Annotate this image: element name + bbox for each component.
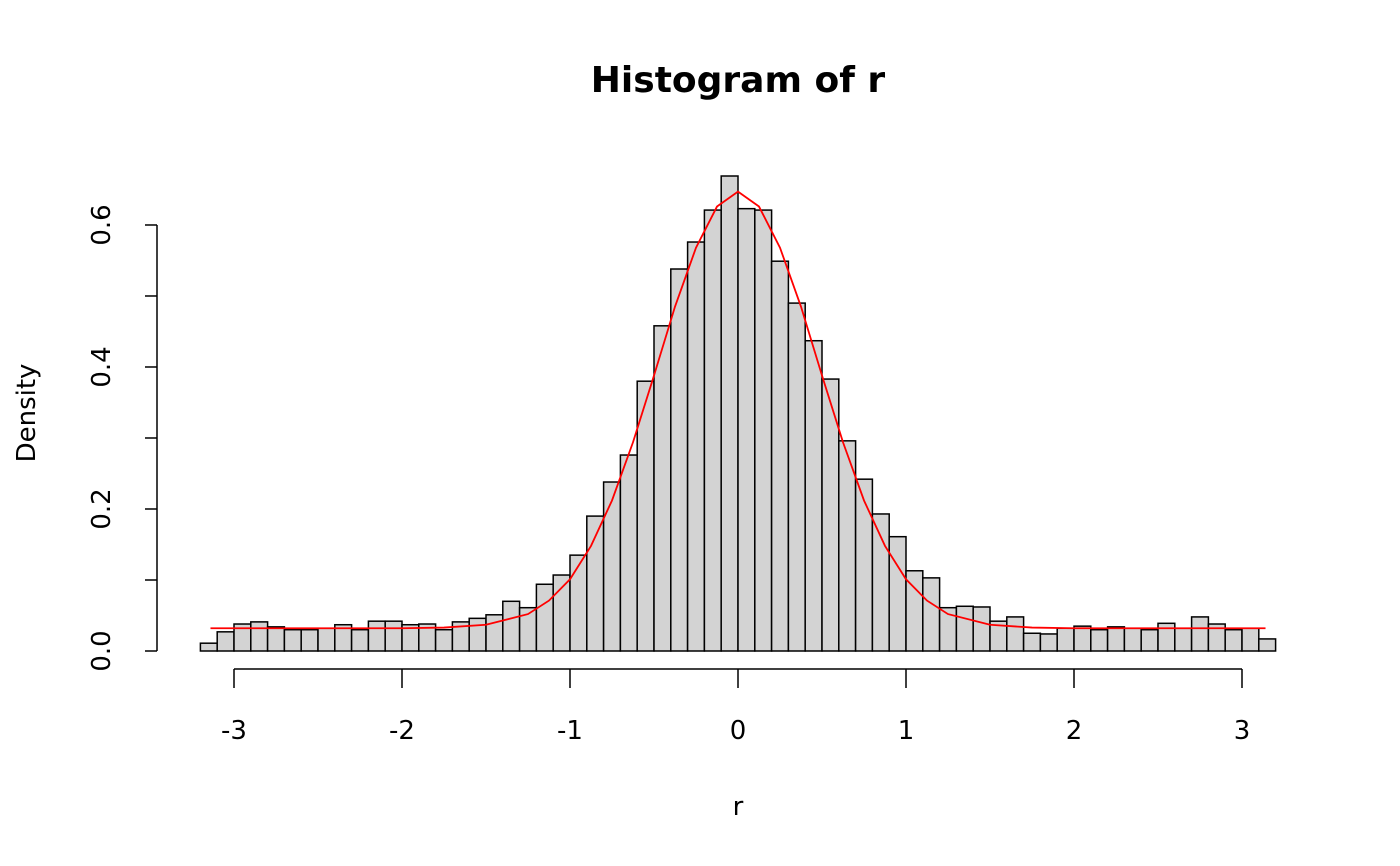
bar [535,583,554,652]
bar [972,606,991,652]
x-tick-label: -1 [557,716,583,746]
bar [384,620,403,652]
bar [367,620,386,652]
bar [1258,638,1277,652]
bar [720,175,739,652]
x-tick-label: 3 [1234,716,1251,746]
bar [770,260,790,652]
bar [922,577,941,652]
bar [854,478,874,652]
bar [1190,616,1210,652]
y-tick-label: 0.0 [87,630,117,671]
x-tick-label: -3 [221,716,247,746]
bar [266,626,286,652]
bar [1056,627,1075,652]
bar [804,339,823,652]
bar [434,628,454,652]
bar [1022,632,1042,652]
bar [250,621,269,652]
x-tick-label: 0 [730,716,747,746]
bar [1140,628,1159,652]
bar [1039,633,1058,652]
bar [1106,626,1126,652]
bar [686,241,706,652]
x-tick-label: 2 [1066,716,1083,746]
y-tick-label: 0.6 [87,204,117,245]
bar [317,627,336,652]
bar [468,617,487,652]
bar [737,207,756,652]
bar [199,642,218,652]
density-line [210,190,1266,630]
bar [1241,627,1260,652]
bar [1006,616,1025,652]
bar [1224,628,1243,652]
bar [602,481,622,652]
bar [502,600,521,652]
bar [300,628,319,652]
bar [552,574,571,652]
bar [703,209,722,652]
bar [955,605,974,652]
bar [283,628,302,652]
y-tick-label: 0.2 [87,488,117,529]
bar [754,209,773,652]
y-axis-label: Density [12,364,42,463]
bar [216,631,235,652]
bar [1073,625,1092,652]
bar [653,325,672,652]
bar [1174,627,1193,652]
bar [1123,627,1142,652]
x-tick-label: 1 [898,716,915,746]
bar [670,268,689,652]
bar [871,513,890,652]
y-tick-label: 0.4 [87,346,117,387]
bar [350,628,370,652]
chart-title: Histogram of r [591,60,886,101]
x-tick-label: -2 [389,716,415,746]
bar [619,454,638,652]
bar [569,554,588,652]
x-axis-label: r [733,792,744,822]
bar [888,535,907,652]
bar [787,302,806,652]
bar [1090,628,1109,652]
